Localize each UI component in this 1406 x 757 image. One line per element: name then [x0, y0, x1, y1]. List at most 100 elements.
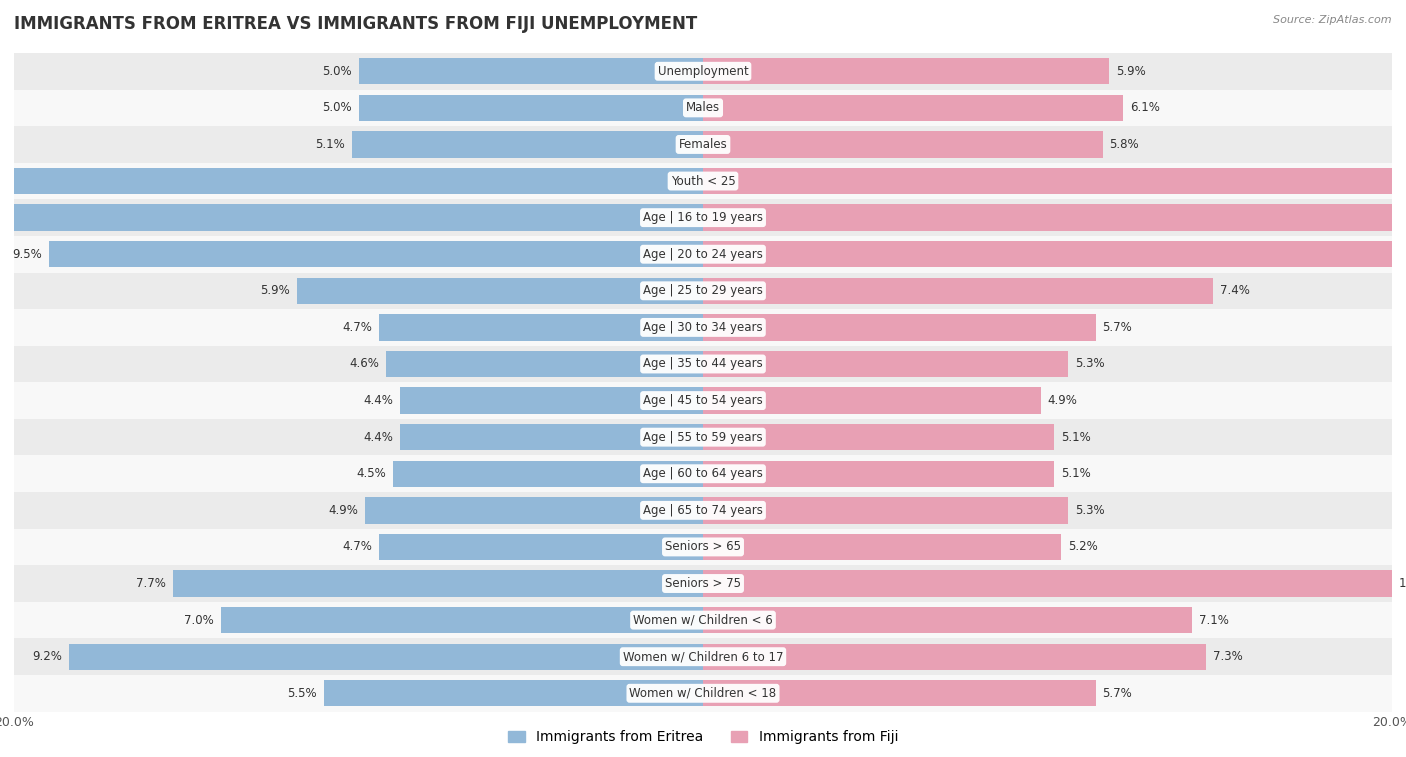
Text: Males: Males	[686, 101, 720, 114]
Text: 7.4%: 7.4%	[1219, 285, 1250, 298]
Bar	[703, 643, 1206, 670]
Bar	[14, 528, 1392, 565]
Bar	[703, 424, 1054, 450]
Text: 5.1%: 5.1%	[315, 138, 344, 151]
Bar	[703, 241, 1406, 267]
Text: 5.2%: 5.2%	[1069, 540, 1098, 553]
Text: IMMIGRANTS FROM ERITREA VS IMMIGRANTS FROM FIJI UNEMPLOYMENT: IMMIGRANTS FROM ERITREA VS IMMIGRANTS FR…	[14, 15, 697, 33]
Bar	[703, 497, 1069, 524]
Text: 7.1%: 7.1%	[1199, 614, 1229, 627]
Text: 5.1%: 5.1%	[1062, 431, 1091, 444]
Text: Age | 55 to 59 years: Age | 55 to 59 years	[643, 431, 763, 444]
Bar	[221, 607, 703, 634]
Text: Women w/ Children < 18: Women w/ Children < 18	[630, 687, 776, 699]
Bar	[14, 126, 1392, 163]
Bar	[14, 419, 1392, 456]
Bar	[359, 58, 703, 85]
Legend: Immigrants from Eritrea, Immigrants from Fiji: Immigrants from Eritrea, Immigrants from…	[508, 731, 898, 744]
Text: 4.4%: 4.4%	[363, 394, 394, 407]
Bar	[14, 382, 1392, 419]
Bar	[14, 492, 1392, 528]
Text: 5.5%: 5.5%	[288, 687, 318, 699]
Bar	[14, 346, 1392, 382]
Text: Age | 20 to 24 years: Age | 20 to 24 years	[643, 248, 763, 260]
Text: 5.0%: 5.0%	[322, 65, 352, 78]
Text: 5.7%: 5.7%	[1102, 321, 1132, 334]
Bar	[703, 278, 1213, 304]
Bar	[703, 168, 1406, 195]
Bar	[399, 388, 703, 414]
Text: 4.7%: 4.7%	[343, 321, 373, 334]
Bar	[14, 273, 1392, 309]
Bar	[366, 497, 703, 524]
Bar	[394, 460, 703, 487]
Text: 4.4%: 4.4%	[363, 431, 394, 444]
Text: 7.7%: 7.7%	[136, 577, 166, 590]
Bar	[14, 199, 1392, 236]
Bar	[14, 236, 1392, 273]
Bar	[0, 168, 703, 195]
Bar	[399, 424, 703, 450]
Text: 7.0%: 7.0%	[184, 614, 214, 627]
Text: Women w/ Children 6 to 17: Women w/ Children 6 to 17	[623, 650, 783, 663]
Text: Age | 65 to 74 years: Age | 65 to 74 years	[643, 504, 763, 517]
Text: 5.0%: 5.0%	[322, 101, 352, 114]
Text: 4.5%: 4.5%	[356, 467, 387, 480]
Bar	[297, 278, 703, 304]
Text: Females: Females	[679, 138, 727, 151]
Bar	[14, 602, 1392, 638]
Text: Seniors > 65: Seniors > 65	[665, 540, 741, 553]
Text: Unemployment: Unemployment	[658, 65, 748, 78]
Bar	[703, 350, 1069, 377]
Text: Age | 25 to 29 years: Age | 25 to 29 years	[643, 285, 763, 298]
Text: Age | 30 to 34 years: Age | 30 to 34 years	[643, 321, 763, 334]
Text: Youth < 25: Youth < 25	[671, 175, 735, 188]
Bar	[703, 204, 1406, 231]
Bar	[703, 680, 1095, 706]
Text: 5.7%: 5.7%	[1102, 687, 1132, 699]
Text: 5.8%: 5.8%	[1109, 138, 1139, 151]
Bar	[703, 534, 1062, 560]
Text: Source: ZipAtlas.com: Source: ZipAtlas.com	[1274, 15, 1392, 25]
Text: 5.9%: 5.9%	[1116, 65, 1146, 78]
Bar	[703, 314, 1095, 341]
Bar	[380, 534, 703, 560]
Bar	[14, 675, 1392, 712]
Text: 5.1%: 5.1%	[1062, 467, 1091, 480]
Bar	[325, 680, 703, 706]
Bar	[703, 607, 1192, 634]
Text: 5.3%: 5.3%	[1076, 357, 1105, 370]
Text: 7.3%: 7.3%	[1213, 650, 1243, 663]
Bar	[14, 565, 1392, 602]
Bar	[380, 314, 703, 341]
Bar	[703, 460, 1054, 487]
Text: Age | 16 to 19 years: Age | 16 to 19 years	[643, 211, 763, 224]
Bar	[14, 638, 1392, 675]
Bar	[703, 95, 1123, 121]
Text: 4.9%: 4.9%	[329, 504, 359, 517]
Text: 4.9%: 4.9%	[1047, 394, 1077, 407]
Bar	[703, 570, 1392, 597]
Text: 4.7%: 4.7%	[343, 540, 373, 553]
Bar	[69, 643, 703, 670]
Bar	[703, 388, 1040, 414]
Bar	[173, 570, 703, 597]
Bar	[703, 58, 1109, 85]
Bar	[14, 456, 1392, 492]
Bar	[14, 53, 1392, 89]
Bar	[703, 131, 1102, 157]
Text: 5.9%: 5.9%	[260, 285, 290, 298]
Bar	[48, 241, 703, 267]
Text: Seniors > 75: Seniors > 75	[665, 577, 741, 590]
Bar	[359, 95, 703, 121]
Bar	[352, 131, 703, 157]
Text: 4.6%: 4.6%	[349, 357, 380, 370]
Text: 9.5%: 9.5%	[11, 248, 42, 260]
Bar	[0, 204, 703, 231]
Bar	[14, 163, 1392, 199]
Text: Age | 45 to 54 years: Age | 45 to 54 years	[643, 394, 763, 407]
Bar	[387, 350, 703, 377]
Text: 9.2%: 9.2%	[32, 650, 62, 663]
Text: Age | 60 to 64 years: Age | 60 to 64 years	[643, 467, 763, 480]
Bar	[14, 89, 1392, 126]
